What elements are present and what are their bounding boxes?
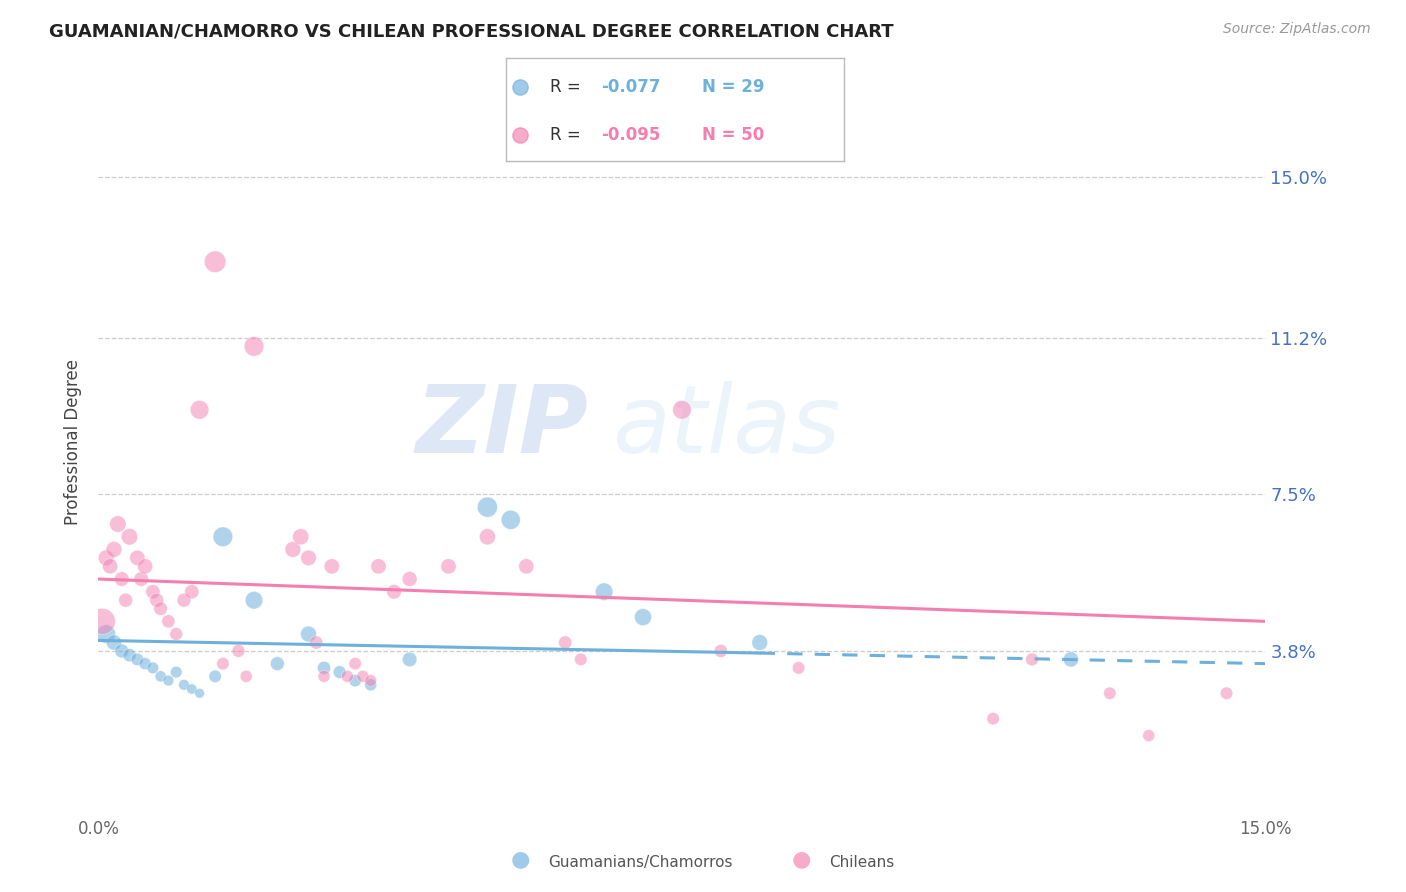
Point (367, 559, 389, 574)
Point (107, 516, 129, 531)
Point (188, 686, 211, 700)
Text: R =: R = (550, 126, 586, 144)
Point (477, 530, 499, 544)
Point (96, 627, 118, 641)
Point (305, 635, 328, 649)
Text: N = 50: N = 50 (702, 126, 763, 144)
Point (127, 550, 149, 565)
Point (111, 644, 134, 658)
Point (321, 559, 343, 574)
Point (360, 673, 382, 688)
Point (437, 559, 460, 574)
Point (1098, 686, 1121, 700)
Point (477, 500, 499, 515)
Y-axis label: Professional Degree: Professional Degree (65, 359, 83, 524)
Point (180, 681, 202, 696)
Point (290, 530, 312, 544)
Point (165, 665, 187, 679)
Text: Guamanians/Chamorros: Guamanians/Chamorros (548, 855, 733, 870)
Point (103, 635, 125, 649)
Point (243, 593, 266, 607)
Point (149, 601, 172, 615)
Point (134, 657, 156, 671)
Text: R =: R = (550, 78, 586, 95)
Point (142, 661, 165, 675)
Text: N = 29: N = 29 (702, 78, 765, 95)
Point (748, 635, 770, 649)
Point (344, 673, 367, 688)
Point (173, 678, 195, 692)
Text: Chileans: Chileans (830, 855, 894, 870)
Point (554, 635, 576, 649)
Point (297, 627, 319, 641)
Point (103, 542, 125, 557)
Text: Source: ZipAtlas.com: Source: ZipAtlas.com (1223, 22, 1371, 37)
Point (710, 644, 733, 658)
Point (1060, 652, 1083, 666)
Point (281, 542, 304, 557)
Text: atlas: atlas (612, 381, 841, 472)
Text: -0.095: -0.095 (600, 126, 659, 144)
Point (228, 644, 250, 658)
Point (165, 627, 187, 641)
Point (212, 530, 235, 544)
Point (114, 593, 136, 607)
Point (382, 584, 405, 599)
Point (398, 652, 420, 666)
Point (134, 559, 156, 574)
Point (204, 254, 226, 268)
Point (398, 572, 420, 586)
Point (312, 669, 335, 683)
Point (360, 678, 382, 692)
Point (142, 584, 165, 599)
Point (91, 615, 114, 629)
Point (631, 610, 654, 624)
Point (96, 550, 118, 565)
Point (336, 669, 359, 683)
Point (235, 669, 257, 683)
Point (212, 657, 235, 671)
Point (352, 669, 374, 683)
Point (204, 669, 226, 683)
Point (297, 550, 319, 565)
Point (499, 513, 522, 527)
Point (329, 665, 352, 679)
Point (129, 572, 152, 586)
Point (188, 402, 211, 417)
Text: ZIP: ZIP (416, 381, 589, 473)
Point (118, 648, 141, 663)
Point (127, 652, 149, 666)
Point (243, 339, 266, 353)
Point (515, 559, 537, 574)
Point (1137, 729, 1160, 743)
Point (593, 584, 616, 599)
Point (1215, 686, 1237, 700)
Point (981, 712, 1004, 726)
Point (266, 657, 288, 671)
Text: ●: ● (792, 850, 811, 870)
Point (146, 593, 169, 607)
Text: -0.077: -0.077 (600, 78, 661, 95)
Point (111, 572, 134, 586)
Point (157, 673, 180, 688)
Point (344, 657, 367, 671)
Point (173, 593, 195, 607)
Point (180, 584, 202, 599)
Text: GUAMANIAN/CHAMORRO VS CHILEAN PROFESSIONAL DEGREE CORRELATION CHART: GUAMANIAN/CHAMORRO VS CHILEAN PROFESSION… (49, 22, 894, 40)
Point (149, 669, 172, 683)
Point (98, 559, 121, 574)
Point (312, 661, 335, 675)
Point (569, 652, 592, 666)
Text: ●: ● (510, 850, 530, 870)
Point (1021, 652, 1043, 666)
Point (787, 661, 810, 675)
Point (118, 530, 141, 544)
Point (157, 615, 180, 629)
Point (671, 402, 693, 417)
